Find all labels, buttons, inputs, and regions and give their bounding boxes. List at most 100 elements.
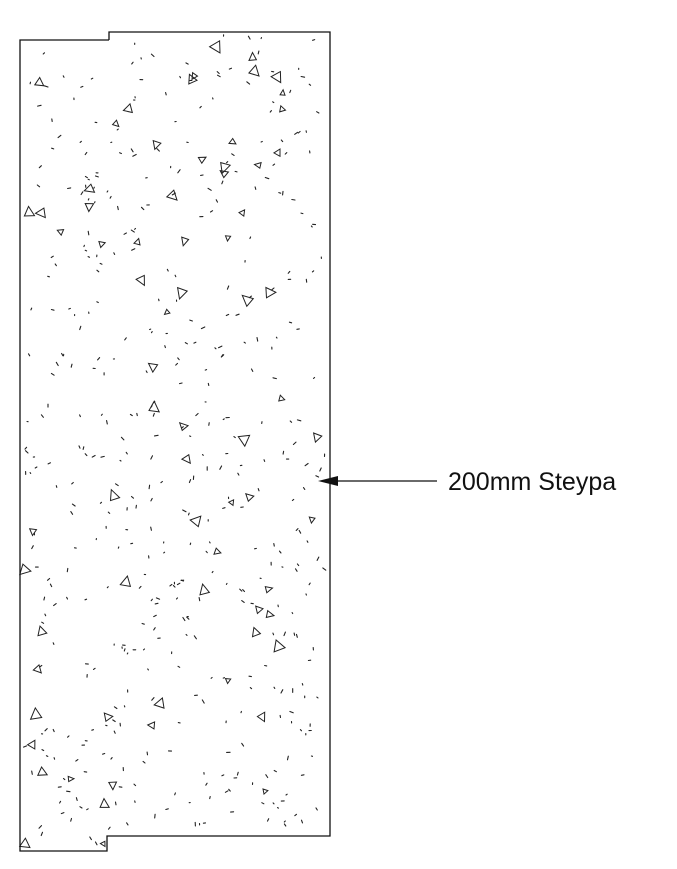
sand-speck xyxy=(293,632,296,636)
sand-speck xyxy=(298,529,302,534)
aggregate-mark xyxy=(37,625,48,637)
sand-speck xyxy=(242,589,246,593)
sand-speck xyxy=(60,812,65,815)
sand-speck xyxy=(91,729,95,731)
sand-speck xyxy=(266,818,270,822)
sand-speck xyxy=(209,795,211,800)
sand-speck xyxy=(66,790,71,793)
aggregate-mark xyxy=(279,104,287,113)
aggregate-mark xyxy=(228,137,237,145)
sand-speck xyxy=(120,436,125,441)
sand-speck xyxy=(204,369,208,371)
sand-speck xyxy=(123,232,127,235)
sand-speck xyxy=(61,352,64,357)
sand-speck xyxy=(260,140,263,143)
aggregate-mark xyxy=(224,235,232,243)
sand-speck xyxy=(40,831,44,837)
aggregate-mark xyxy=(103,712,114,723)
sand-speck xyxy=(283,823,287,827)
sand-speck xyxy=(311,270,315,273)
sand-speck xyxy=(221,180,224,185)
sand-speck xyxy=(38,825,43,829)
aggregate-mark xyxy=(153,697,165,709)
sand-speck xyxy=(187,512,190,516)
sand-speck xyxy=(250,368,254,372)
sand-speck xyxy=(79,806,83,809)
sand-speck xyxy=(287,270,291,274)
sand-speck xyxy=(178,382,183,385)
sand-speck xyxy=(291,612,294,615)
sand-speck xyxy=(94,175,99,178)
sand-speck xyxy=(241,742,245,747)
sand-speck xyxy=(106,586,109,589)
sand-speck xyxy=(150,53,155,58)
sand-speck xyxy=(205,782,208,786)
sand-speck xyxy=(43,85,49,88)
sand-speck xyxy=(207,187,212,191)
aggregate-mark xyxy=(178,421,190,432)
aggregate-mark xyxy=(251,626,262,638)
sand-speck xyxy=(71,481,74,485)
sand-speck xyxy=(150,526,152,531)
sand-speck xyxy=(153,434,159,437)
sand-speck xyxy=(41,749,45,752)
sand-speck xyxy=(177,357,180,361)
sand-speck xyxy=(172,584,176,588)
aggregate-mark xyxy=(241,294,255,308)
sand-speck xyxy=(179,75,182,79)
sand-speck xyxy=(283,820,286,823)
sand-speck xyxy=(138,585,142,589)
sand-speck xyxy=(31,545,34,550)
sand-speck xyxy=(97,357,101,361)
sand-speck xyxy=(226,161,229,164)
sand-speck xyxy=(247,35,251,40)
aggregate-mark xyxy=(220,161,232,175)
aggregate-mark xyxy=(34,207,46,219)
sand-speck xyxy=(256,336,259,342)
sand-speck xyxy=(289,420,293,423)
sand-speck xyxy=(177,169,181,174)
sand-speck xyxy=(47,462,52,465)
sand-speck xyxy=(52,642,55,645)
aggregate-mark xyxy=(279,88,286,96)
sand-speck xyxy=(148,484,151,490)
sand-speck xyxy=(211,570,214,574)
sand-speck xyxy=(53,757,56,760)
aggregate-mark xyxy=(111,119,120,128)
sand-speck xyxy=(130,495,135,499)
aggregate-mark xyxy=(256,711,266,723)
aggregate-mark xyxy=(265,609,276,619)
sand-speck xyxy=(166,268,169,272)
sand-speck xyxy=(102,752,106,755)
sand-speck xyxy=(176,582,181,586)
sand-speck xyxy=(150,497,153,502)
sand-speck xyxy=(296,419,302,422)
sand-speck xyxy=(82,446,85,450)
sand-speck xyxy=(94,841,98,846)
sand-speck xyxy=(131,61,134,65)
sand-speck xyxy=(175,362,179,366)
sand-speck xyxy=(226,285,230,290)
sand-speck xyxy=(87,230,90,236)
sand-speck xyxy=(68,307,71,310)
sand-speck xyxy=(125,451,128,455)
sand-speck xyxy=(150,455,154,460)
sand-speck xyxy=(107,826,111,830)
sand-speck xyxy=(47,275,50,278)
sand-speck xyxy=(59,800,62,804)
sand-speck xyxy=(200,326,206,330)
aggregate-mark xyxy=(33,76,45,87)
sand-speck xyxy=(273,543,275,547)
sand-speck xyxy=(188,479,192,484)
aggregate-mark xyxy=(197,156,207,165)
sand-speck xyxy=(180,579,184,582)
sand-speck xyxy=(207,382,210,387)
sand-speck xyxy=(117,546,120,549)
sand-speck xyxy=(315,807,318,811)
sand-speck xyxy=(132,153,137,157)
sand-speck xyxy=(222,507,226,509)
sand-speck xyxy=(280,689,284,694)
sand-speck xyxy=(292,441,297,446)
sand-speck xyxy=(43,596,46,601)
sand-speck xyxy=(75,797,78,802)
